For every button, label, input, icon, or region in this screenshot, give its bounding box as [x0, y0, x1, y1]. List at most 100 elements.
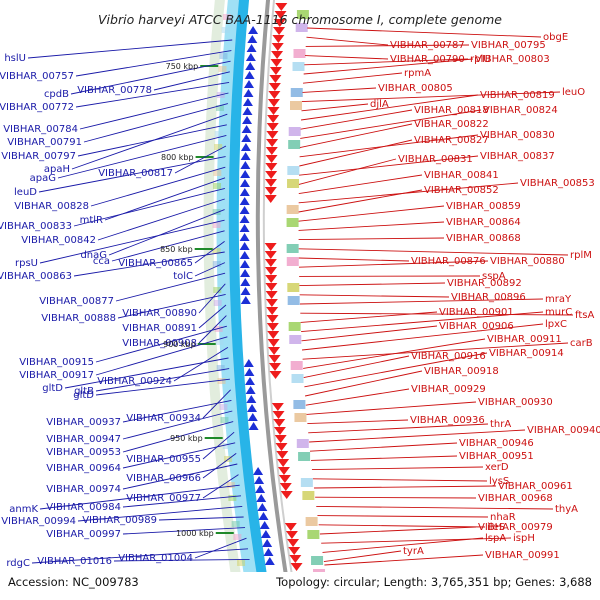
leader-line-left	[38, 156, 226, 193]
feature-block-outer	[214, 131, 223, 137]
left-gene-label: anmK	[9, 504, 38, 515]
leader-line-right	[321, 537, 512, 544]
leader-line-left	[108, 209, 225, 256]
forward-gene-arrow	[240, 287, 251, 295]
right-gene-label: xerD	[485, 462, 509, 473]
forward-gene-arrow	[239, 215, 250, 223]
leader-line-left	[90, 166, 226, 207]
feature-block-outer	[212, 222, 221, 228]
leader-line-right	[317, 515, 489, 518]
right-gene-label: VIBHAR_00790	[390, 54, 465, 65]
left-gene-label: VIBHAR_00934	[126, 413, 201, 424]
left-gene-label: tolC	[173, 271, 193, 282]
feature-block-outer	[231, 521, 240, 527]
feature-block-outer	[222, 14, 231, 20]
left-gene-label: VIBHAR_00833	[0, 221, 72, 232]
forward-gene-arrow	[241, 134, 252, 142]
leader-line-right	[298, 182, 519, 204]
reverse-gene-arrow	[266, 123, 279, 131]
forward-gene-arrow	[240, 269, 251, 277]
right-gene-label: VIBHAR_00896	[451, 292, 526, 303]
feature-block	[287, 283, 300, 292]
forward-gene-arrow	[239, 233, 250, 241]
right-gene-label: VIBHAR_00911	[487, 334, 562, 345]
right-gene-label: leuO	[562, 87, 585, 98]
forward-gene-arrow	[260, 530, 271, 538]
forward-gene-arrow	[258, 512, 269, 520]
reverse-gene-arrow	[277, 459, 290, 467]
forward-gene-arrow	[244, 368, 255, 376]
left-gene-label: cca	[93, 256, 110, 267]
feature-block	[294, 413, 307, 422]
feature-block	[302, 491, 315, 500]
leader-line-right	[299, 294, 450, 298]
feature-block	[293, 49, 306, 58]
right-gene-label: carB	[570, 338, 593, 349]
feature-block	[288, 127, 301, 136]
right-gene-label: VIBHAR_00803	[475, 54, 550, 65]
right-gene-label: lysS	[489, 476, 509, 487]
leader-line-left	[77, 505, 243, 522]
leader-line-right	[319, 526, 477, 535]
leader-line-right	[298, 174, 423, 195]
leader-line-left	[39, 219, 225, 264]
leader-line-right	[303, 72, 403, 84]
reverse-gene-arrow	[265, 147, 278, 155]
map-title: Vibrio harveyi ATCC BAA-1116 chromosome …	[98, 12, 502, 27]
feature-block-outer	[212, 209, 221, 215]
feature-block	[286, 244, 299, 253]
reverse-gene-arrow	[265, 171, 278, 179]
reverse-gene-arrow	[289, 555, 302, 563]
leader-line-right	[304, 352, 488, 388]
left-gene-label: mtlR	[80, 215, 103, 226]
leader-line-right	[306, 36, 389, 46]
leader-line-left	[122, 463, 238, 490]
reverse-gene-arrow	[267, 339, 280, 347]
leader-line-left	[83, 103, 228, 143]
reverse-gene-arrow	[265, 155, 278, 163]
right-gene-label: VIBHAR_00827	[414, 135, 489, 146]
feature-block-outer	[213, 300, 222, 306]
feature-block-outer	[226, 482, 235, 488]
feature-block-outer	[213, 183, 222, 189]
forward-gene-arrow	[240, 170, 251, 178]
leader-line-right	[305, 388, 410, 406]
forward-gene-arrow	[248, 422, 259, 430]
forward-strand-track	[239, 26, 275, 565]
forward-gene-arrow	[244, 80, 255, 88]
feature-block-outer	[237, 560, 246, 566]
forward-gene-arrow	[243, 89, 254, 97]
reverse-gene-arrow	[279, 483, 292, 491]
tick-marks	[194, 65, 234, 534]
reverse-gene-arrow	[267, 99, 280, 107]
left-gene-label: VIBHAR_00924	[97, 376, 172, 387]
leader-line-left	[79, 92, 229, 130]
reverse-gene-arrow	[264, 195, 277, 203]
reverse-gene-arrow	[275, 3, 288, 11]
leader-line-right	[316, 505, 554, 510]
forward-gene-arrow	[239, 242, 250, 250]
tick-label: 750 kbp	[166, 62, 199, 71]
leader-line-left	[95, 336, 228, 376]
left-gene-label: VIBHAR_00915	[19, 357, 94, 368]
reverse-gene-arrow	[269, 67, 282, 75]
leader-line-right	[307, 419, 409, 425]
leader-line-right	[300, 311, 438, 323]
reverse-gene-arrow	[264, 187, 277, 195]
left-gene-label: rpsU	[15, 258, 38, 269]
leader-line-left	[153, 71, 230, 91]
leader-line-left	[64, 357, 229, 389]
feature-block-outer	[233, 534, 242, 540]
right-gene-label: ileS	[487, 522, 505, 533]
reverse-gene-arrow	[268, 91, 281, 99]
right-gene-label: thrA	[490, 419, 511, 430]
leader-line-left	[202, 453, 237, 479]
right-gene-label: VIBHAR_00968	[478, 493, 553, 504]
forward-gene-arrow	[244, 377, 255, 385]
forward-gene-arrow	[245, 53, 256, 61]
right-gene-label: VIBHAR_00901	[439, 307, 514, 318]
left-gene-label: VIBHAR_00891	[122, 323, 197, 334]
tick-labels: 750 kbp 800 kbp 850 kbp 900 kbp 950 kbp 1000 …	[160, 62, 214, 538]
feature-block	[290, 101, 303, 110]
left-gene-label: VIBHAR_00966	[126, 473, 201, 484]
